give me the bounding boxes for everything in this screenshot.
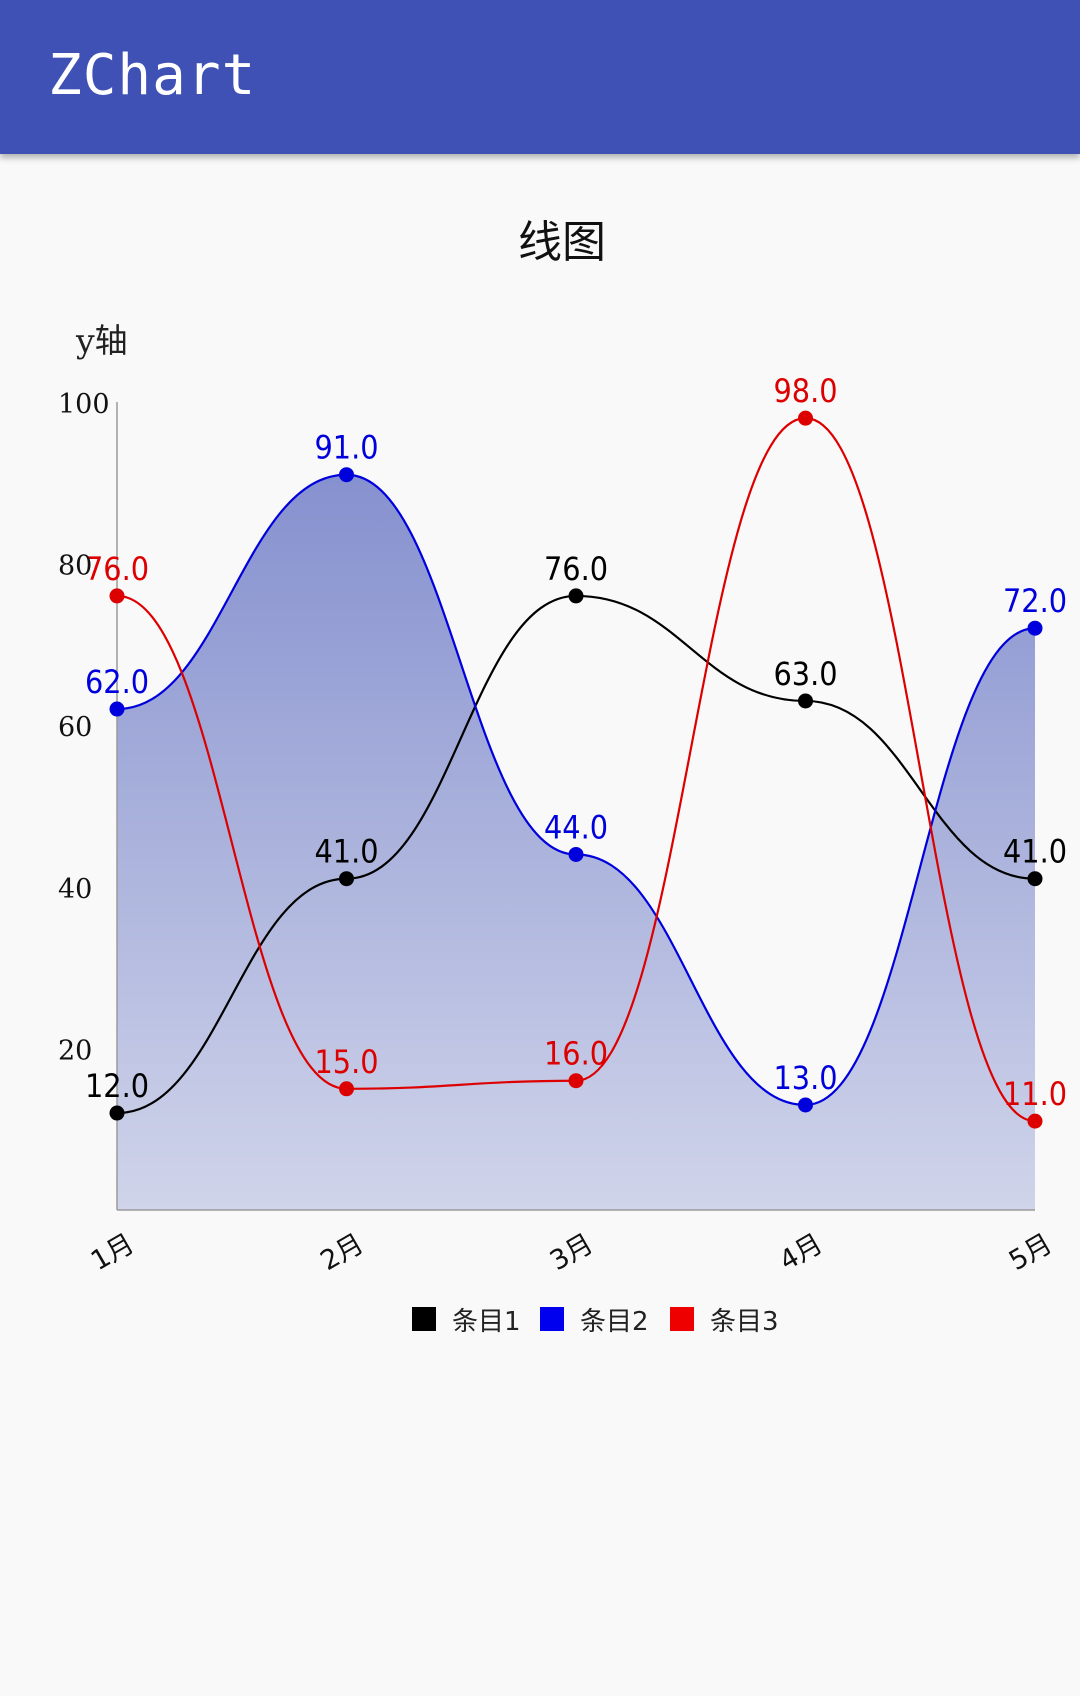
series-1-point [109,1105,125,1121]
series-2-point [1027,620,1043,636]
series-3-point [109,588,125,604]
legend-label-1: 条目1 [452,1306,521,1337]
series-2-data-label: 13.0 [773,1059,837,1097]
series-3-point [1027,1113,1043,1129]
series-3-point [568,1073,584,1089]
data-labels-layer: 12.0 41.0 76.0 63.0 41.0 62.0 91.0 44.0 13.0 72.0… [85,372,1067,1113]
series-3-data-label: 16.0 [544,1035,608,1073]
x-tick-label: 4月 [774,1228,828,1277]
legend-item-1[interactable]: 条目1 [412,1299,521,1339]
line-chart: 12.0 41.0 76.0 63.0 41.0 62.0 91.0 44.0 13.0 72.0… [58,372,1067,1277]
series-2-point [339,467,354,483]
series-2-point [109,701,125,717]
series-1-point [339,871,354,887]
y-tick-label: 60 [58,712,92,743]
series-3-data-label: 15.0 [314,1043,378,1081]
area-fill-layer [117,474,1035,1210]
series-1-data-label: 41.0 [1003,833,1067,871]
chart-legend: 条目1 条目2 条目3 [0,1299,1080,1339]
series-2-point [568,846,584,862]
x-tick-label: 3月 [545,1228,599,1277]
chart-title: 线图 [518,217,606,268]
x-tick-label: 1月 [86,1228,140,1277]
series-1-point [568,588,584,604]
series-points-layer [109,410,1043,1129]
legend-swatch-2 [540,1307,564,1331]
series-1-point [798,693,813,709]
x-tick-labels: 1月 2月 3月 4月 5月 [86,1228,1058,1277]
series-area-2 [117,474,1035,1210]
y-tick-label: 80 [58,551,92,582]
series-2-data-label: 72.0 [1003,582,1067,620]
series-3-data-label: 76.0 [85,550,149,588]
series-2-data-label: 62.0 [85,663,149,701]
y-tick-label: 40 [58,874,92,905]
legend-label-2: 条目2 [580,1306,649,1337]
series-2-data-label: 44.0 [544,808,608,846]
chart-area: 12.0 41.0 76.0 63.0 41.0 62.0 91.0 44.0 13.0 72.0… [0,154,1080,1696]
y-tick-label: 20 [58,1035,92,1066]
y-axis-label: y轴 [76,321,128,360]
series-3-point [798,410,813,426]
series-3-data-label: 98.0 [773,372,837,410]
series-2-point [798,1097,813,1113]
series-1-data-label: 76.0 [544,550,608,588]
series-1-data-label: 41.0 [314,833,378,871]
series-3-point [339,1081,354,1097]
series-line-3 [116,417,1036,1123]
y-tick-labels: 20 40 60 80 100 [58,389,110,1066]
x-tick-label: 2月 [315,1228,369,1277]
series-3-data-label: 11.0 [1003,1075,1067,1113]
axes [116,402,1035,1211]
y-tick-label: 100 [58,389,110,420]
legend-item-2[interactable]: 条目2 [540,1299,649,1339]
series-1-point [1027,871,1043,887]
series-2-data-label: 91.0 [314,429,378,467]
series-1-data-label: 12.0 [85,1067,149,1105]
x-tick-label: 5月 [1004,1228,1058,1277]
series-1-data-label: 63.0 [773,655,837,693]
legend-label-3: 条目3 [710,1306,779,1337]
app-bar: ZChart [0,0,1080,154]
legend-item-3[interactable]: 条目3 [670,1299,779,1339]
app-title: ZChart [48,43,257,108]
legend-swatch-3 [670,1307,694,1331]
legend-swatch-1 [412,1307,436,1331]
